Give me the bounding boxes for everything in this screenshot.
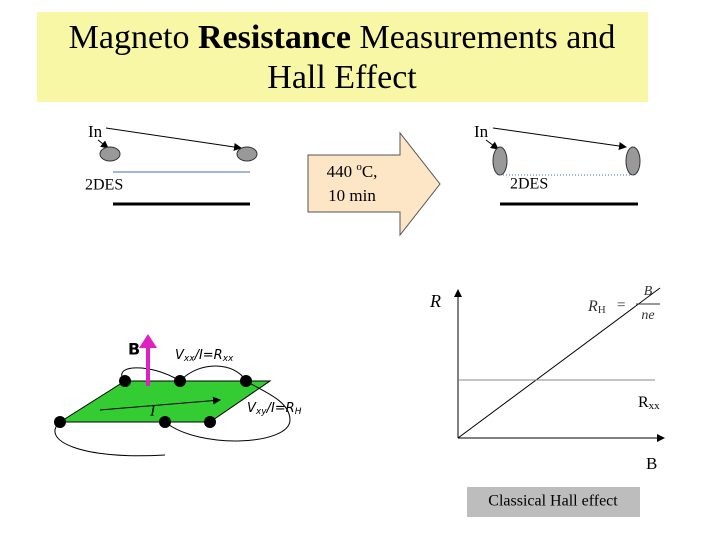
sub: H: [598, 304, 606, 316]
sub: xx: [222, 354, 234, 364]
sub: xx: [183, 354, 195, 364]
contact-arrow: [492, 127, 627, 150]
unit: C,: [362, 162, 378, 181]
contact: [492, 146, 508, 176]
hall-line: [457, 287, 661, 439]
title-bold: Resistance: [198, 19, 351, 56]
temp: 440: [327, 162, 357, 181]
field-arrowhead: [139, 334, 157, 348]
r: R: [587, 298, 598, 315]
current-label: I: [149, 403, 156, 420]
contact-label: In: [88, 122, 103, 141]
mid: /I=R: [266, 401, 295, 416]
contact: [236, 146, 258, 162]
title-line-1: Magneto Resistance Measurements and: [69, 19, 616, 56]
title-line-2: Hall Effect: [267, 59, 417, 96]
sub: xy: [255, 407, 267, 417]
vxx-label: Vxx/I=Rxx: [175, 348, 234, 364]
layer-label: 2DES: [510, 176, 548, 193]
title-box: [37, 12, 648, 102]
current-arrow: [99, 396, 221, 411]
vxy-label: Vxy/I=RH: [247, 401, 302, 417]
degree: o: [356, 161, 362, 173]
r: R: [638, 394, 649, 411]
contact-arrow: [105, 127, 242, 151]
contacts: [54, 375, 252, 428]
v: V: [247, 401, 257, 416]
sub: xx: [649, 400, 661, 412]
anneal-temp: 440 oC,: [327, 161, 378, 181]
contact-label: In: [474, 122, 489, 141]
formula-num: B: [644, 284, 653, 299]
formula-lhs: RH: [587, 298, 606, 316]
anneal-arrow: [307, 131, 441, 237]
title-part: Measurements and: [351, 19, 615, 56]
formula-eq: =: [617, 297, 625, 313]
sub: H: [295, 407, 302, 417]
wires: [54, 365, 291, 457]
contact: [625, 146, 641, 176]
layer-label: 2DES: [85, 177, 123, 194]
formula-den: ne: [641, 308, 654, 323]
anneal-time: 10 min: [328, 186, 376, 205]
v: V: [175, 348, 185, 363]
title-part: Magneto: [69, 19, 198, 56]
mid: /I=R: [194, 348, 223, 363]
contact-arrow: [485, 139, 499, 150]
contact-arrow: [97, 139, 109, 149]
caption: Classical Hall effect: [488, 493, 618, 510]
contact: [99, 146, 121, 162]
rxx-label: Rxx: [638, 394, 660, 412]
field-label: B: [128, 340, 140, 359]
caption-box: [467, 487, 640, 517]
x-label: B: [646, 454, 657, 473]
y-label: R: [429, 291, 441, 311]
